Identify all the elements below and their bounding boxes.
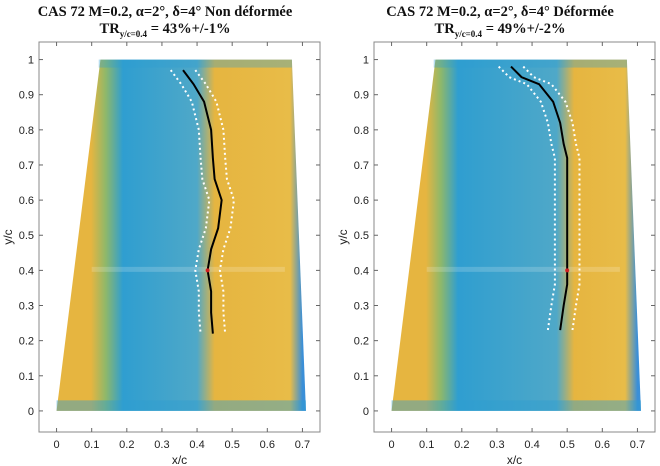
y-tick-label: 0.5	[354, 230, 369, 242]
wing-planform	[56, 59, 306, 411]
y-tick-label: 0.1	[354, 371, 369, 383]
subtitle-suffix: = 43%+/-1%	[147, 21, 231, 37]
transition-line	[510, 65, 569, 331]
x-tick-label: 0.3	[489, 439, 504, 451]
x-tick-label: 0.6	[595, 439, 610, 451]
y-tick-label: 0	[363, 406, 369, 418]
root-band	[56, 400, 306, 411]
right-panel: CAS 72 M=0.2, α=2°, δ=4° Déformée TRy/c=…	[335, 0, 660, 466]
uncertainty-lower	[169, 69, 211, 334]
y-axis-label: y/c	[1, 229, 15, 244]
y-tick-label: 0.3	[19, 301, 34, 313]
mark-band	[426, 266, 620, 272]
x-tick-label: 0.2	[119, 439, 134, 451]
y-axis-label: y/c	[336, 229, 350, 244]
x-tick-label: 0.6	[260, 439, 275, 451]
y-tick-label: 0.2	[19, 336, 34, 348]
mark-band	[91, 266, 285, 272]
x-tick-label: 0	[389, 439, 395, 451]
y-tick-label: 0.8	[354, 125, 369, 137]
y-tick-label: 0.1	[19, 371, 34, 383]
leading-band	[433, 59, 627, 68]
subtitle-prefix: TR	[434, 21, 455, 37]
y-tick-label: 0.3	[354, 301, 369, 313]
subtitle-sub: y/c=0.4	[119, 28, 148, 39]
chart-title: CAS 72 M=0.2, α=2°, δ=4° Déformée	[386, 4, 614, 20]
y-tick-label: 0.6	[354, 195, 369, 207]
y-tick-label: 1	[363, 55, 369, 67]
y-tick-label: 0.4	[19, 265, 34, 277]
subtitle-sub: y/c=0.4	[454, 28, 483, 39]
leading-band	[98, 59, 292, 68]
x-axis-label: x/c	[172, 453, 187, 466]
x-tick-label: 0.4	[189, 439, 204, 451]
x-axis-label: x/c	[507, 453, 522, 466]
transition-marker	[205, 268, 210, 273]
x-tick-label: 0.4	[524, 439, 539, 451]
heatmap-plot: 0 0.1 0.2 0.3 0.4 0.5 0.6 0.7 0 0.1 0.2 0.3 0.4 0.5 0.…	[1, 41, 321, 466]
uncertainty-upper	[194, 69, 235, 334]
heatmap-plot: 0 0.1 0.2 0.3 0.4 0.5 0.6 0.7 0 0.1 0.2 0.3 0.4 0.5 0.…	[336, 41, 656, 466]
y-tick-label: 0.2	[354, 336, 369, 348]
x-tick-label: 0.1	[419, 439, 434, 451]
chart-title: CAS 72 M=0.2, α=2°, δ=4° Non déformée	[37, 4, 293, 20]
x-tick-label: 0.7	[295, 439, 310, 451]
y-tick-label: 0.7	[354, 160, 369, 172]
chart-subtitle: TRy/c=0.4 = 43%+/-1%	[0, 21, 330, 43]
transition-line	[182, 69, 223, 334]
x-tick-label: 0.5	[225, 439, 240, 451]
x-tick-label: 0.7	[630, 439, 645, 451]
chart-subtitle: TRy/c=0.4 = 49%+/-2%	[335, 21, 660, 43]
x-tick-label: 0.3	[154, 439, 169, 451]
y-tick-label: 0.6	[19, 195, 34, 207]
transition-marker	[565, 268, 570, 273]
y-tick-label: 0.8	[19, 125, 34, 137]
y-tick-label: 0.7	[19, 160, 34, 172]
left-panel: CAS 72 M=0.2, α=2°, δ=4° Non déformée TR…	[0, 4, 330, 466]
subtitle-prefix: TR	[99, 21, 120, 37]
x-tick-label: 0	[54, 439, 60, 451]
root-band	[391, 400, 641, 411]
x-tick-label: 0.5	[560, 439, 575, 451]
subtitle-suffix: = 49%+/-2%	[482, 21, 566, 37]
y-tick-label: 0.4	[354, 265, 369, 277]
y-tick-label: 0.5	[19, 230, 34, 242]
y-tick-label: 0	[28, 406, 34, 418]
x-tick-label: 0.2	[454, 439, 469, 451]
wing-planform	[391, 59, 641, 411]
y-tick-label: 0.9	[354, 90, 369, 102]
y-tick-label: 0.9	[19, 90, 34, 102]
x-tick-label: 0.1	[84, 439, 99, 451]
y-tick-label: 1	[28, 55, 34, 67]
